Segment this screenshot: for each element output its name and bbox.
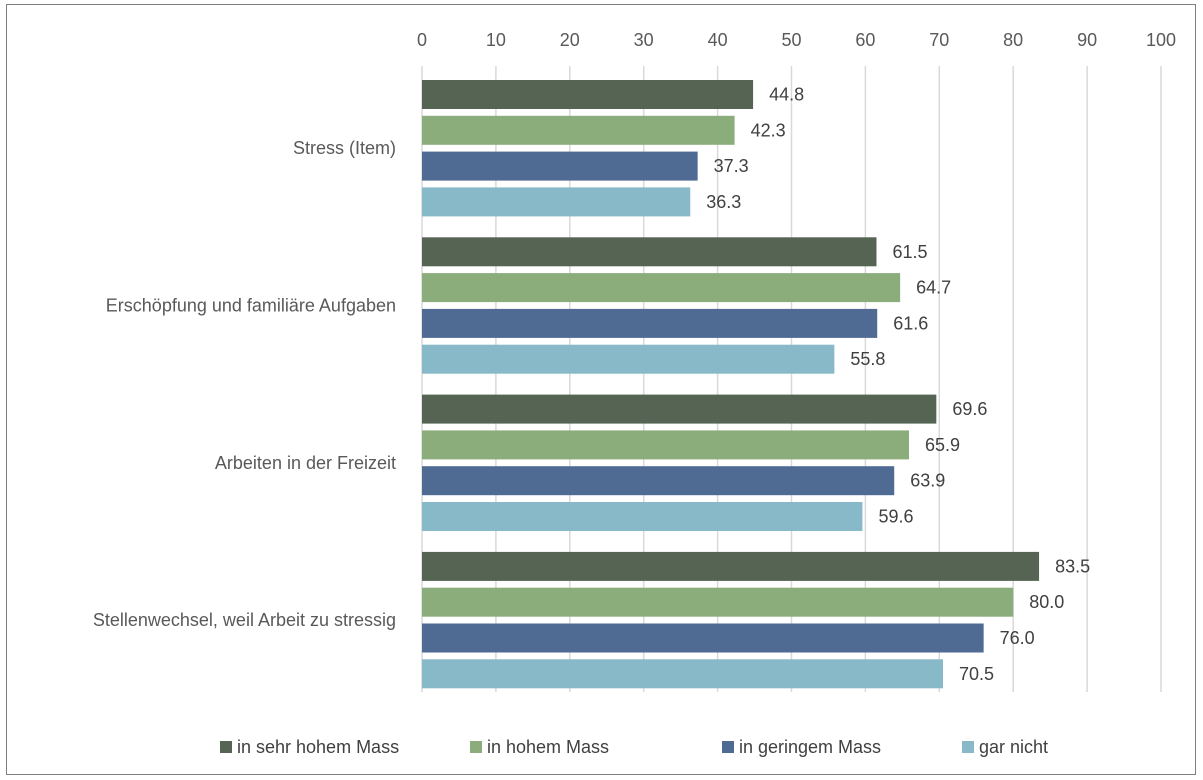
bar [422,623,984,653]
data-label: 80.0 [1029,592,1064,612]
category-label: Erschöpfung und familiäre Aufgaben [106,296,396,316]
bar [422,466,895,496]
bar [422,502,863,531]
data-label: 37.3 [714,156,749,176]
data-label: 44.8 [769,85,804,105]
x-tick-label: 50 [781,30,801,50]
x-tick-label: 100 [1146,30,1176,50]
data-labels: 44.8 42.337.3 36.3 61.5 64.7 61.6 55.8 69.6 65.9… [706,85,1090,684]
data-label: 61.5 [892,242,927,262]
bar [422,659,943,689]
bar [422,237,877,267]
bar [422,394,937,424]
data-label: 70.5 [959,664,994,684]
bar [422,308,878,338]
x-tick-label: 80 [1003,30,1023,50]
bar [422,115,735,145]
data-label: 61.6 [893,313,928,333]
data-label: 83.5 [1055,556,1090,576]
legend-swatch [220,741,232,753]
data-label: 64.7 [916,278,951,298]
x-tick-label: 20 [560,30,580,50]
x-tick-label: 70 [929,30,949,50]
category-label: Stress (Item) [293,138,396,158]
legend-label: in geringem Mass [739,737,881,757]
legend: in sehr hohem Mass in hohem Mass in gering… [220,737,1048,757]
bar [422,273,901,303]
x-axis-ticks: 0 10 20 30 40 50 60 70 80 90 100 [417,30,1176,50]
legend-label: gar nicht [979,737,1048,757]
x-tick-label: 60 [855,30,875,50]
data-label: 65.9 [925,435,960,455]
bar [422,587,1014,617]
data-label: 59.6 [878,507,913,527]
legend-swatch [962,741,974,753]
data-label: 63.9 [910,471,945,491]
category-labels: Stress (Item) Erschöpfung und familiäre A… [93,138,396,630]
data-label: 55.8 [850,349,885,369]
bar [422,80,754,109]
data-label: 76.0 [1000,628,1035,648]
x-tick-label: 30 [634,30,654,50]
x-tick-label: 10 [486,30,506,50]
bar [422,344,835,374]
data-label: 36.3 [706,192,741,212]
bars [422,80,1040,689]
bar [422,430,910,460]
x-tick-label: 90 [1077,30,1097,50]
category-label: Stellenwechsel, weil Arbeit zu stressig [93,610,396,630]
legend-label: in sehr hohem Mass [237,737,399,757]
x-tick-label: 0 [417,30,427,50]
bar [422,187,691,217]
bar [422,551,1040,581]
bar [422,151,698,181]
x-tick-label: 40 [708,30,728,50]
legend-label: in hohem Mass [487,737,609,757]
legend-swatch [722,741,734,753]
category-label: Arbeiten in der Freizeit [215,453,396,473]
legend-swatch [470,741,482,753]
data-label: 42.3 [751,120,786,140]
data-label: 69.6 [952,399,987,419]
